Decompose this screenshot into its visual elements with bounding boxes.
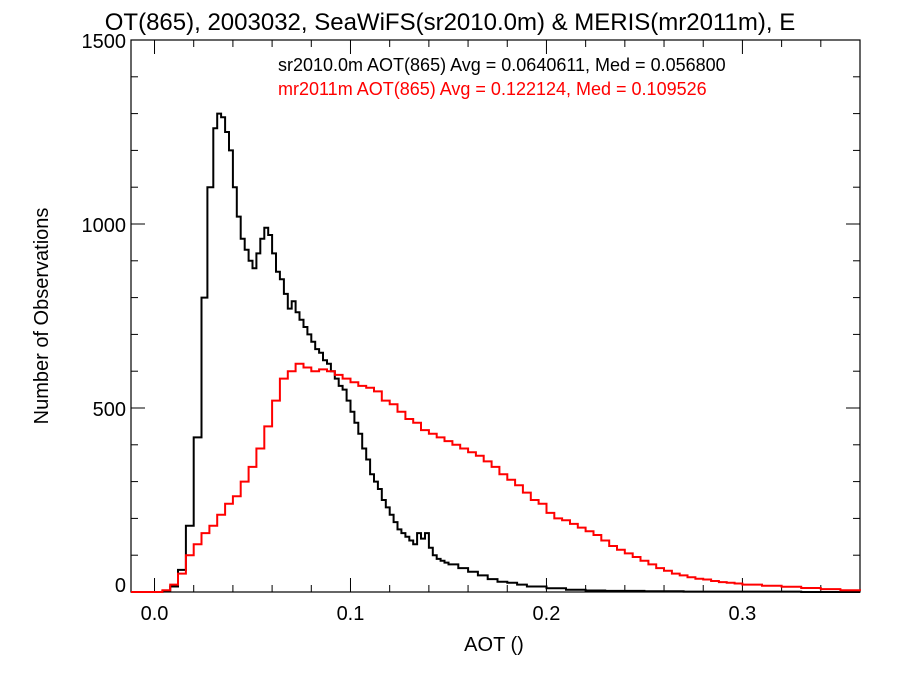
series-black-histogram xyxy=(131,112,860,593)
x-axis: 0.0 0.1 0.2 0.3 xyxy=(141,40,861,625)
y-tick-label: 1500 xyxy=(82,31,127,53)
data-series xyxy=(131,112,861,593)
x-tick-label: 0.1 xyxy=(337,603,365,625)
series-red-histogram xyxy=(131,362,861,593)
y-axis: 0 500 1000 1500 xyxy=(82,31,860,597)
x-tick-label: 0.3 xyxy=(729,603,757,625)
annotation-black-series-stats: sr2010.0m AOT(865) Avg = 0.0640611, Med … xyxy=(278,55,726,75)
annotation-red-series-stats: mr2011m AOT(865) Avg = 0.122124, Med = 0… xyxy=(278,79,707,99)
y-tick-label: 0 xyxy=(115,575,126,597)
x-axis-label: AOT () xyxy=(464,634,524,656)
x-tick-label: 0.0 xyxy=(141,603,169,625)
y-axis-label: Number of Observations xyxy=(31,208,53,425)
chart-title: OT(865), 2003032, SeaWiFS(sr2010.0m) & M… xyxy=(105,9,795,36)
y-tick-label: 1000 xyxy=(82,215,127,237)
plot-area xyxy=(130,39,861,593)
x-tick-label: 0.2 xyxy=(533,603,561,625)
y-tick-label: 500 xyxy=(93,399,126,421)
